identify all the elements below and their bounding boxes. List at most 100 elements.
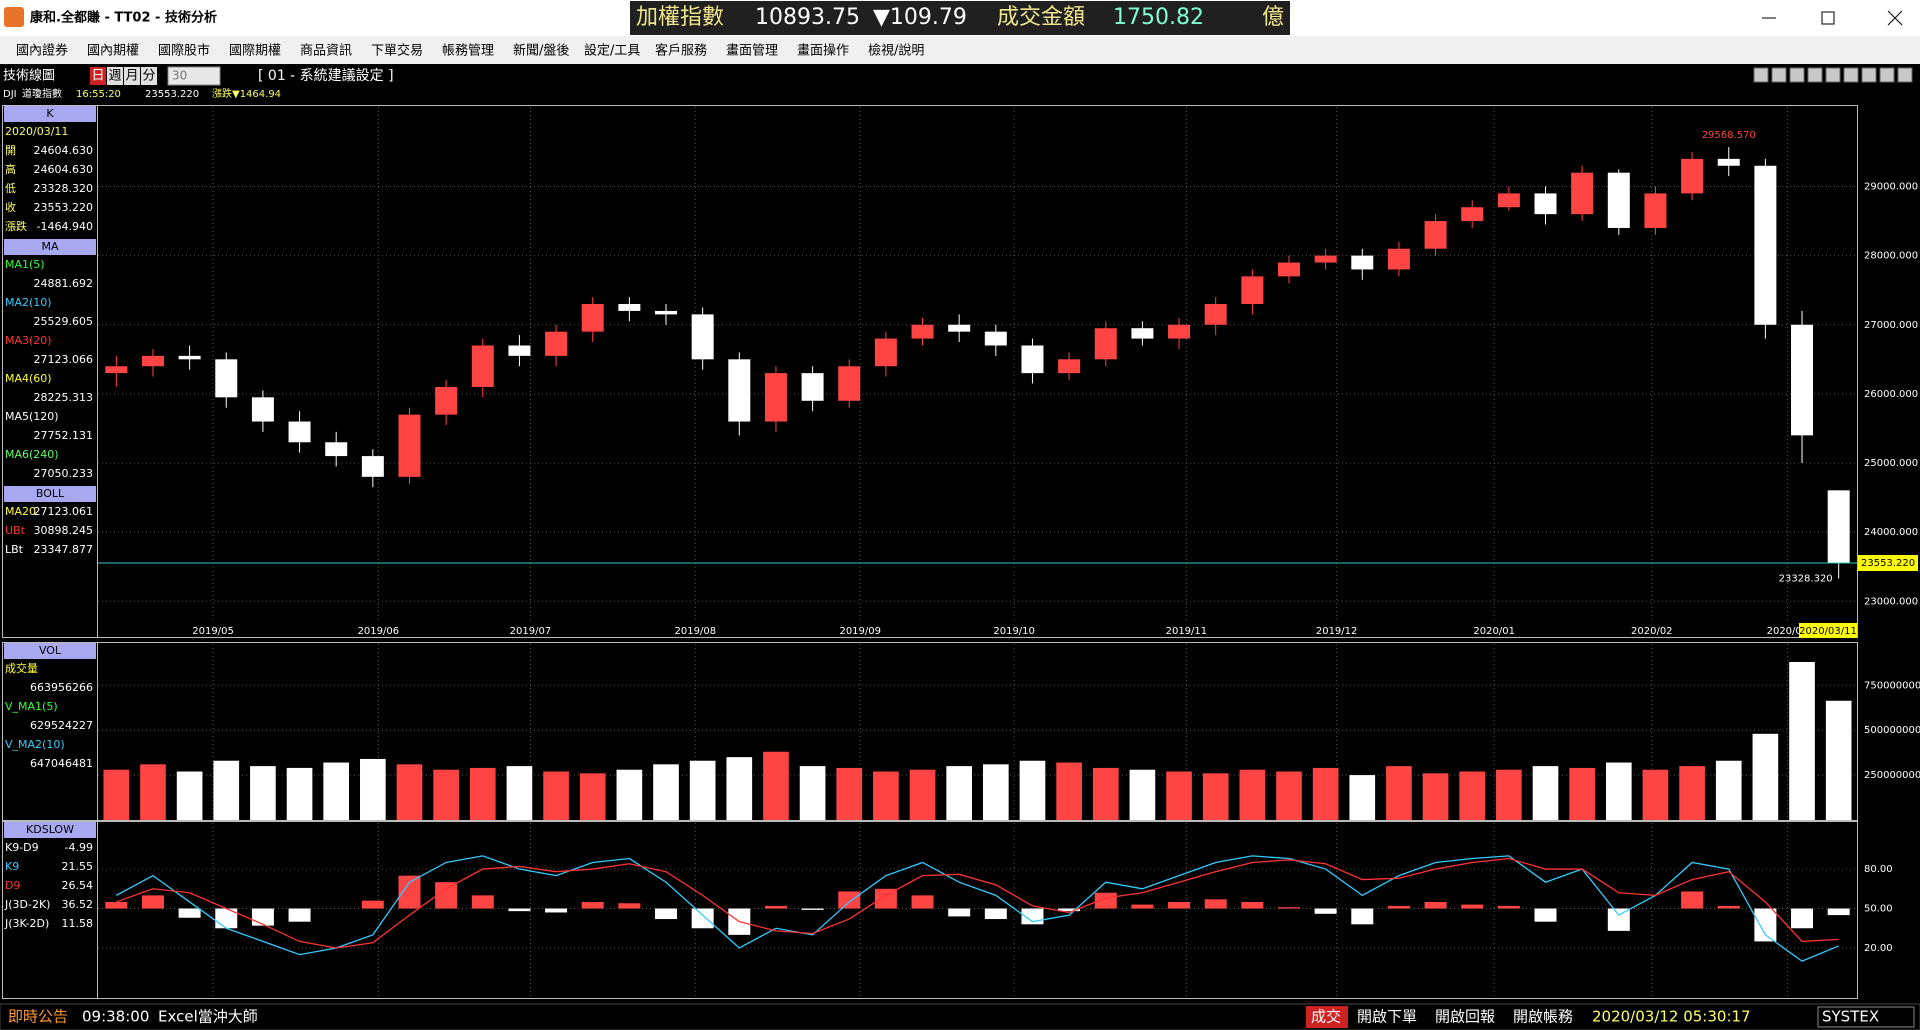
tool-button[interactable] <box>1879 67 1895 83</box>
candle-body <box>141 355 164 367</box>
volume-bar <box>360 758 386 820</box>
menu-item[interactable]: 帳務管理 <box>442 44 494 59</box>
menu-item[interactable]: 國際期權 <box>229 44 281 59</box>
panel-label: LBt <box>5 543 24 556</box>
tool-button[interactable] <box>1897 67 1913 83</box>
kd-bar <box>1387 905 1410 909</box>
panel-label: MA2(10) <box>5 296 52 309</box>
panel-label: V_MA1(5) <box>5 700 58 713</box>
kd-bar <box>764 905 787 909</box>
kd-bar <box>838 891 861 909</box>
panel-label: 成交量 <box>5 661 38 675</box>
volume-bar <box>213 760 240 820</box>
status-item[interactable]: 成交 <box>1311 1008 1341 1026</box>
volume-bar <box>1752 733 1779 820</box>
y-tick-label: 250000000 <box>1864 770 1920 781</box>
tool-button[interactable] <box>1825 67 1841 83</box>
panel-value: 27752.131 <box>34 429 94 442</box>
candle-body <box>1314 255 1337 263</box>
candle-body <box>984 331 1007 346</box>
kd-bar <box>141 895 164 909</box>
candle-body <box>838 366 861 401</box>
kd-bar <box>691 908 714 929</box>
panel-value: 27123.066 <box>34 353 94 366</box>
kd-bar <box>984 908 1007 920</box>
tool-button[interactable] <box>1861 67 1877 83</box>
volume-bar <box>1202 773 1229 820</box>
volume-bar <box>396 764 423 820</box>
panel-label: MA4(60) <box>5 372 52 385</box>
price-annotation: 29568.570 <box>1702 130 1756 141</box>
volume-bar <box>433 769 459 820</box>
ticker-unit: 億 <box>1262 5 1284 30</box>
kd-bar <box>288 908 311 922</box>
candle-body <box>655 310 678 315</box>
workspace <box>0 64 1920 1030</box>
period-button[interactable] <box>124 67 140 85</box>
panel-value: 629524227 <box>30 719 93 732</box>
tool-button[interactable] <box>1771 67 1787 83</box>
panel-value: -4.99 <box>65 841 93 854</box>
panel-label: MA3(20) <box>5 334 52 347</box>
candle-body <box>1387 248 1410 270</box>
kd-bar <box>1827 908 1850 916</box>
menu-item[interactable]: 檢視/說明 <box>868 43 924 59</box>
status-item[interactable]: 開啟帳務 <box>1513 1008 1573 1026</box>
volume-bar <box>1092 767 1119 820</box>
x-tick-label: 2019/12 <box>1316 626 1358 637</box>
kd-bar <box>178 908 201 918</box>
menu-item[interactable]: 商品資訊 <box>300 44 352 59</box>
panel-header <box>4 486 96 502</box>
menu-item[interactable]: 國內期權 <box>87 44 139 59</box>
tool-button[interactable] <box>1843 67 1859 83</box>
menu-item[interactable]: 新聞/盤後 <box>513 43 569 59</box>
kd-bar <box>1314 908 1337 914</box>
tool-button[interactable] <box>1753 67 1769 83</box>
panel-header <box>4 239 96 255</box>
y-tick-label: 29000.000 <box>1864 181 1918 192</box>
volume-bar <box>726 757 753 820</box>
menu-item[interactable]: 畫面操作 <box>797 43 849 59</box>
panel-label: 開 <box>5 144 16 157</box>
menu-bar <box>0 36 1920 64</box>
kd-bar <box>215 908 238 929</box>
panel-label: MA1(5) <box>5 258 45 271</box>
kd-line <box>116 855 1839 962</box>
volume-bar <box>616 769 643 820</box>
x-tick-label: 2019/05 <box>192 626 234 637</box>
volume-bar <box>946 766 973 820</box>
quote-change: 漲跌▼1464.94 <box>212 87 281 100</box>
brand-box <box>1817 1006 1915 1028</box>
kd-bar <box>471 895 494 909</box>
candle-body <box>1351 255 1374 270</box>
menu-item[interactable]: 客戶服務 <box>655 43 707 59</box>
period-button[interactable] <box>141 67 157 85</box>
minutes-select[interactable] <box>167 66 221 86</box>
menu-item[interactable]: 國內證券 <box>16 43 68 59</box>
status-item: 即時公告 <box>8 1008 68 1026</box>
status-item[interactable]: 開啟下單 <box>1357 1008 1417 1026</box>
menu-item[interactable]: 國際股市 <box>158 43 210 59</box>
volume-bar <box>1715 760 1742 820</box>
tool-button[interactable] <box>1807 67 1823 83</box>
quote-time: 16:55:20 <box>76 89 121 100</box>
menu-item[interactable]: 畫面管理 <box>726 44 778 59</box>
menu-item[interactable]: 下單交易 <box>371 43 423 59</box>
chart-tools <box>1753 67 1913 83</box>
panel-header <box>4 643 96 659</box>
x-tick-label: 2019/07 <box>510 626 552 637</box>
candle-body <box>361 456 384 477</box>
restore-button[interactable] <box>1821 11 1835 25</box>
volume-bar <box>506 766 533 820</box>
candle-body <box>618 304 641 311</box>
candle-body <box>1058 359 1081 374</box>
tool-button[interactable] <box>1789 67 1805 83</box>
close-button[interactable] <box>1887 10 1903 26</box>
menu-item[interactable]: 設定/工具 <box>584 43 640 59</box>
period-button[interactable] <box>107 67 123 85</box>
status-item[interactable]: 開啟回報 <box>1435 1008 1495 1026</box>
period-button[interactable] <box>90 67 106 85</box>
date-box <box>1799 623 1857 638</box>
candle-body <box>1021 345 1044 374</box>
panel-label: D9 <box>5 879 20 892</box>
